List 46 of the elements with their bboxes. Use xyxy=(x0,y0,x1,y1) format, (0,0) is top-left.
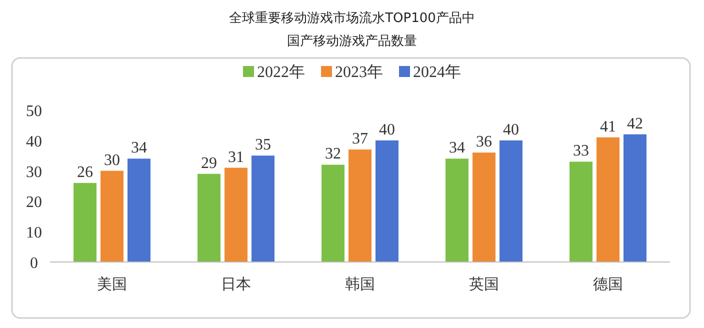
data-label: 26 xyxy=(77,164,93,181)
data-label: 31 xyxy=(228,148,244,166)
y-tick-label: 20 xyxy=(26,194,42,212)
data-label: 41 xyxy=(600,118,616,136)
data-label: 35 xyxy=(255,136,271,154)
bar xyxy=(322,164,344,262)
data-label: 34 xyxy=(449,140,465,157)
bar xyxy=(252,156,274,262)
bar xyxy=(472,152,496,262)
x-tick-label: 美国 xyxy=(97,275,127,293)
data-label: 42 xyxy=(627,115,643,132)
x-tick-label: 德国 xyxy=(593,275,623,293)
bar xyxy=(500,140,522,262)
bar xyxy=(624,134,646,262)
bar xyxy=(446,158,468,262)
bar xyxy=(224,168,248,262)
bar xyxy=(596,137,620,262)
x-tick-label: 日本 xyxy=(221,275,251,293)
data-label: 36 xyxy=(476,134,492,151)
data-label: 40 xyxy=(503,121,519,138)
y-tick-label: 50 xyxy=(26,103,42,120)
bar xyxy=(570,162,592,262)
y-tick-label: 30 xyxy=(26,164,42,181)
bar xyxy=(100,170,124,262)
bar xyxy=(348,150,372,262)
legend-label: 2022年 xyxy=(257,64,305,81)
data-label: 33 xyxy=(573,142,589,160)
bar xyxy=(74,182,96,262)
data-label: 32 xyxy=(325,146,341,163)
bar xyxy=(376,140,398,262)
legend-label: 2023年 xyxy=(335,64,383,81)
data-label: 30 xyxy=(104,152,120,169)
data-label: 37 xyxy=(352,130,368,148)
chart-title: 全球重要移动游戏市场流水TOP100产品中 xyxy=(229,10,475,26)
y-tick-label: 0 xyxy=(30,255,38,272)
y-tick-label: 10 xyxy=(26,224,42,242)
bar xyxy=(198,174,220,262)
x-tick-label: 英国 xyxy=(469,275,499,293)
x-tick-label: 韩国 xyxy=(345,275,375,293)
legend-label: 2024年 xyxy=(413,64,461,81)
data-label: 34 xyxy=(131,140,147,157)
bar xyxy=(128,158,150,262)
data-label: 40 xyxy=(379,121,395,138)
chart-subtitle: 国产移动游戏产品数量 xyxy=(287,34,417,49)
y-tick-label: 40 xyxy=(26,133,42,150)
data-label: 29 xyxy=(201,154,217,172)
